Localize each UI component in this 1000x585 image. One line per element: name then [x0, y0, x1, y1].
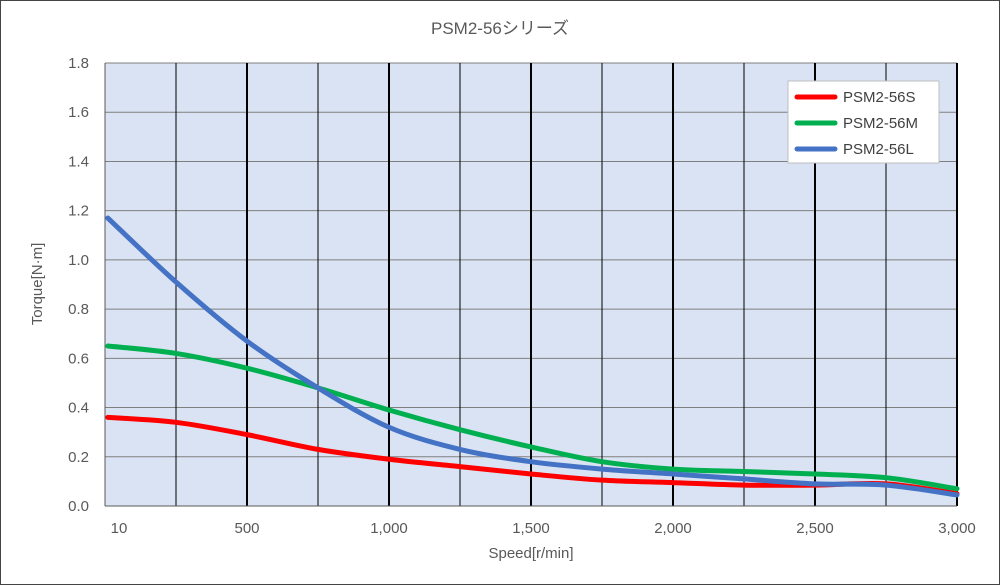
y-tick-label: 0.2: [68, 449, 89, 466]
y-axis-label: Torque[N·m]: [29, 243, 46, 326]
axes: 0.0 0.2 0.4 0.6 0.8 1.0 1.2 1.4 1.6 1.8 10 500 1,000…: [68, 55, 976, 537]
series-line-psm2-56m: [105, 343, 960, 492]
y-tick-label: 1.0: [68, 252, 89, 269]
x-tick-label: 3,000: [938, 520, 976, 537]
y-tick-label: 1.8: [68, 55, 89, 72]
y-tick-label: 0.4: [68, 400, 89, 417]
legend-label-psm2-56m: PSM2-56M: [843, 115, 918, 132]
x-tick-label: 500: [234, 520, 259, 537]
x-tick-label: 2,000: [654, 520, 692, 537]
x-axis-label: Speed[r/min]: [488, 545, 573, 562]
y-tick-label: 1.6: [68, 104, 89, 121]
x-tick-label: 2,500: [796, 520, 834, 537]
y-tick-label: 0.8: [68, 301, 89, 318]
y-tick-label: 0.6: [68, 350, 89, 367]
legend-label-psm2-56s: PSM2-56S: [843, 89, 916, 106]
series-lines: [105, 215, 960, 498]
y-tick-label: 1.2: [68, 203, 89, 220]
legend: PSM2-56S PSM2-56M PSM2-56L: [787, 80, 940, 164]
y-tick-label: 0.0: [68, 498, 89, 515]
x-tick-label: 1,000: [370, 520, 408, 537]
series-line-psm2-56l: [105, 215, 960, 498]
y-tick-label: 1.4: [68, 153, 89, 170]
x-tick-label: 10: [111, 520, 128, 537]
x-tick-label: 1,500: [512, 520, 550, 537]
legend-label-psm2-56l: PSM2-56L: [843, 141, 914, 158]
chart-title: PSM2-56シリーズ: [431, 19, 569, 38]
